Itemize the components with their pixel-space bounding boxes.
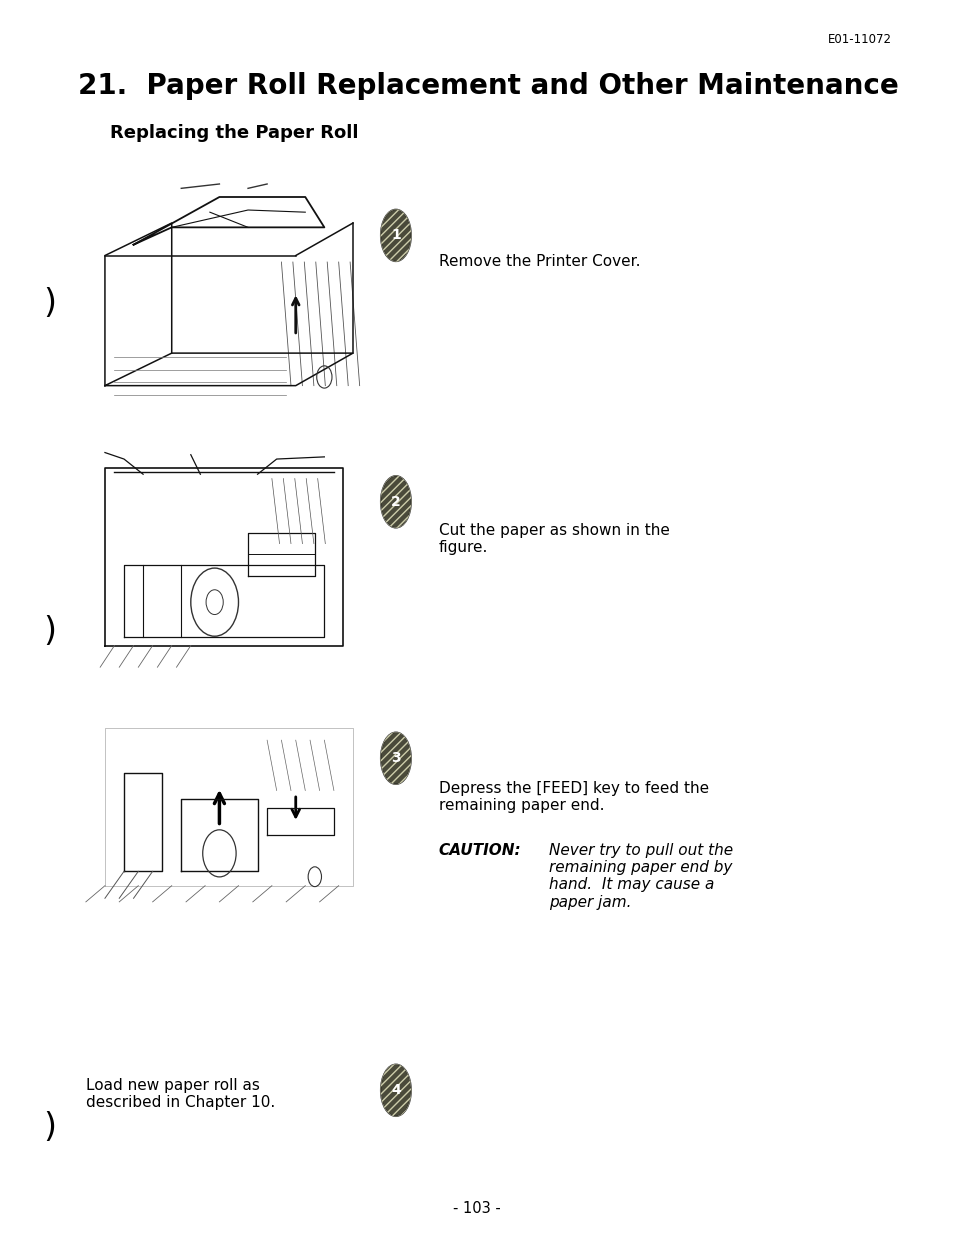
Text: 2: 2 bbox=[391, 494, 400, 509]
Text: 1: 1 bbox=[391, 228, 400, 243]
Text: Replacing the Paper Roll: Replacing the Paper Roll bbox=[110, 124, 357, 142]
Text: Remove the Printer Cover.: Remove the Printer Cover. bbox=[438, 254, 639, 269]
Text: ): ) bbox=[43, 1111, 56, 1144]
Text: ): ) bbox=[43, 287, 56, 320]
Text: - 103 -: - 103 - bbox=[453, 1201, 500, 1215]
Ellipse shape bbox=[380, 209, 411, 261]
Text: Never try to pull out the
remaining paper end by
hand.  It may cause a
paper jam: Never try to pull out the remaining pape… bbox=[548, 843, 732, 909]
Text: Load new paper roll as
described in Chapter 10.: Load new paper roll as described in Chap… bbox=[86, 1078, 274, 1110]
Text: Cut the paper as shown in the
figure.: Cut the paper as shown in the figure. bbox=[438, 523, 669, 555]
Text: 4: 4 bbox=[391, 1083, 400, 1098]
Ellipse shape bbox=[380, 1064, 411, 1116]
Text: E01-11072: E01-11072 bbox=[827, 33, 891, 46]
Text: 21.  Paper Roll Replacement and Other Maintenance: 21. Paper Roll Replacement and Other Mai… bbox=[78, 72, 898, 100]
Ellipse shape bbox=[380, 732, 411, 784]
Text: ): ) bbox=[43, 616, 56, 648]
Text: CAUTION:: CAUTION: bbox=[438, 843, 521, 857]
Ellipse shape bbox=[380, 476, 411, 528]
Text: 3: 3 bbox=[391, 751, 400, 766]
Text: Depress the [FEED] key to feed the
remaining paper end.: Depress the [FEED] key to feed the remai… bbox=[438, 781, 708, 813]
